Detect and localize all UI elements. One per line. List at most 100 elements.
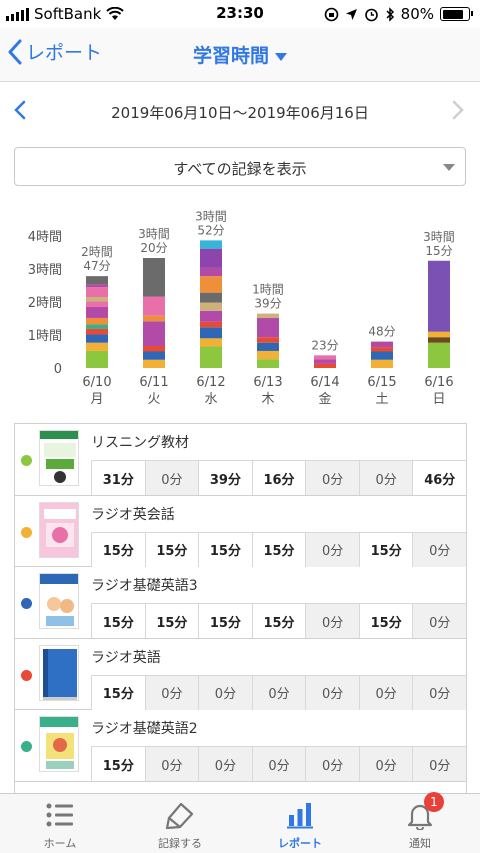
date-range-bar: 2019年06月10日〜2019年06月16日 bbox=[0, 92, 480, 132]
location-icon bbox=[345, 8, 357, 20]
bar-segment bbox=[86, 324, 108, 329]
day-cell: 15分 bbox=[358, 532, 413, 567]
tab-notifications[interactable]: 1 通知 bbox=[360, 792, 480, 853]
day-cell: 0分 bbox=[305, 747, 359, 781]
day-cell: 0分 bbox=[144, 675, 199, 710]
tab-record[interactable]: 記録する bbox=[120, 794, 240, 853]
material-name: ラジオ英語 bbox=[91, 649, 161, 666]
bar-total-label: 20分 bbox=[140, 241, 167, 255]
bar-segment bbox=[143, 351, 165, 360]
status-bar: SoftBank 23:30 80% bbox=[0, 0, 480, 28]
bar-segment bbox=[428, 331, 450, 338]
y-tick-label: 1時間 bbox=[28, 329, 62, 344]
bar-segment bbox=[428, 342, 450, 368]
material-row[interactable]: ラジオ基礎英語2 15分 0分 0分 0分 0分 0分 0分 bbox=[15, 710, 466, 782]
day-cell: 0分 bbox=[305, 461, 359, 495]
tab-home[interactable]: ホーム bbox=[0, 794, 120, 853]
material-name: ラジオ英会話 bbox=[91, 506, 175, 523]
bar-total-label: 52分 bbox=[197, 223, 224, 237]
bar-segment bbox=[200, 327, 222, 339]
tab-bar: ホーム 記録する レポート 1 通知 bbox=[0, 792, 480, 853]
bar-segment bbox=[371, 359, 393, 368]
kiso-eigo-2-cover bbox=[39, 716, 79, 772]
blue-book-cover bbox=[39, 644, 79, 701]
bar-segment bbox=[143, 359, 165, 368]
alarm-icon bbox=[364, 8, 378, 21]
material-color-dot bbox=[21, 669, 32, 681]
wifi-icon bbox=[106, 7, 124, 20]
bar-total-label: 39分 bbox=[254, 297, 281, 311]
page-title-dropdown[interactable]: 学習時間 bbox=[0, 41, 480, 68]
bar-total-label: 48分 bbox=[368, 325, 395, 339]
back-button[interactable]: レポート bbox=[8, 38, 102, 65]
daily-minutes: 15分 15分 15分 15分 0分 15分 0分 bbox=[91, 603, 466, 638]
tab-record-label: 記録する bbox=[158, 837, 202, 850]
material-row[interactable]: ラジオ英会話 15分 15分 15分 15分 0分 15分 0分 bbox=[15, 496, 466, 567]
bar-segment bbox=[371, 351, 393, 360]
filter-label: すべての記録を表示 bbox=[173, 160, 307, 178]
y-tick-label: 2時間 bbox=[28, 296, 62, 311]
bar-segment bbox=[86, 287, 108, 298]
bar-total-label: 3時間 bbox=[423, 230, 455, 244]
material-row[interactable]: ラジオ基礎英語3 15分 15分 15分 15分 0分 15分 0分 bbox=[15, 567, 466, 639]
status-right: 80% bbox=[324, 5, 473, 23]
bar-segment bbox=[257, 317, 279, 338]
bar-segment bbox=[257, 359, 279, 368]
pencil-icon bbox=[165, 802, 194, 830]
x-tick-label: 6/12 bbox=[196, 375, 225, 390]
date-range-label: 2019年06月10日〜2019年06月16日 bbox=[111, 104, 369, 122]
bar-segment bbox=[86, 317, 108, 325]
day-cell: 46分 bbox=[412, 461, 466, 495]
bar-total-label: 1時間 bbox=[252, 283, 284, 297]
daily-minutes: 31分 0分 39分 16分 0分 0分 46分 bbox=[91, 460, 466, 495]
bar-segment bbox=[257, 337, 279, 343]
record-filter-select[interactable]: すべての記録を表示 bbox=[14, 147, 466, 186]
bar-segment bbox=[86, 297, 108, 302]
day-cell: 0分 bbox=[412, 675, 466, 710]
bar-segment bbox=[200, 302, 222, 311]
x-weekday-label: 日 bbox=[432, 392, 445, 407]
dropdown-arrow-icon bbox=[443, 164, 455, 171]
list-icon bbox=[46, 803, 73, 827]
previous-week-button[interactable] bbox=[14, 100, 26, 120]
x-weekday-label: 水 bbox=[204, 392, 217, 407]
status-left: SoftBank bbox=[6, 5, 124, 23]
page-title: 学習時間 bbox=[192, 45, 269, 67]
x-tick-label: 6/10 bbox=[82, 375, 111, 390]
x-weekday-label: 木 bbox=[261, 392, 274, 407]
bar-segment bbox=[143, 315, 165, 322]
bar-segment bbox=[200, 267, 222, 277]
bar-total-label: 15分 bbox=[425, 244, 452, 258]
x-tick-label: 6/11 bbox=[139, 375, 168, 390]
bar-segment bbox=[428, 260, 450, 332]
bar-segment bbox=[86, 306, 108, 318]
x-tick-label: 6/16 bbox=[424, 375, 453, 390]
day-cell: 15分 bbox=[251, 532, 306, 567]
day-cell: 16分 bbox=[251, 461, 306, 495]
day-cell: 31分 bbox=[91, 461, 145, 495]
bar-total-label: 3時間 bbox=[195, 209, 227, 223]
back-label: レポート bbox=[26, 42, 103, 64]
x-tick-label: 6/15 bbox=[367, 375, 396, 390]
material-row[interactable]: ラジオ英語 15分 0分 0分 0分 0分 0分 0分 bbox=[15, 639, 466, 710]
carrier-label: SoftBank bbox=[34, 5, 102, 23]
material-row[interactable]: リスニング教材 31分 0分 39分 16分 0分 0分 46分 bbox=[15, 424, 466, 496]
x-weekday-label: 土 bbox=[375, 392, 388, 407]
bar-segment bbox=[314, 355, 336, 360]
next-week-button[interactable] bbox=[452, 100, 464, 120]
clock: 23:30 bbox=[216, 4, 264, 22]
day-cell: 15分 bbox=[91, 675, 145, 710]
kiso-eigo-3-cover bbox=[39, 573, 79, 629]
day-cell: 0分 bbox=[305, 532, 359, 567]
tab-notifications-label: 通知 bbox=[409, 837, 431, 850]
bar-segment bbox=[143, 346, 165, 352]
bar-total-label: 23分 bbox=[311, 338, 338, 352]
battery-percent: 80% bbox=[400, 5, 434, 23]
tab-report[interactable]: レポート bbox=[240, 794, 360, 853]
bar-segment bbox=[143, 258, 165, 297]
bar-segment bbox=[143, 321, 165, 346]
bar-segment bbox=[257, 313, 279, 318]
y-tick-label: 0 bbox=[54, 362, 62, 377]
bar-total-label: 2時間 bbox=[81, 245, 113, 259]
bar-segment bbox=[200, 310, 222, 322]
